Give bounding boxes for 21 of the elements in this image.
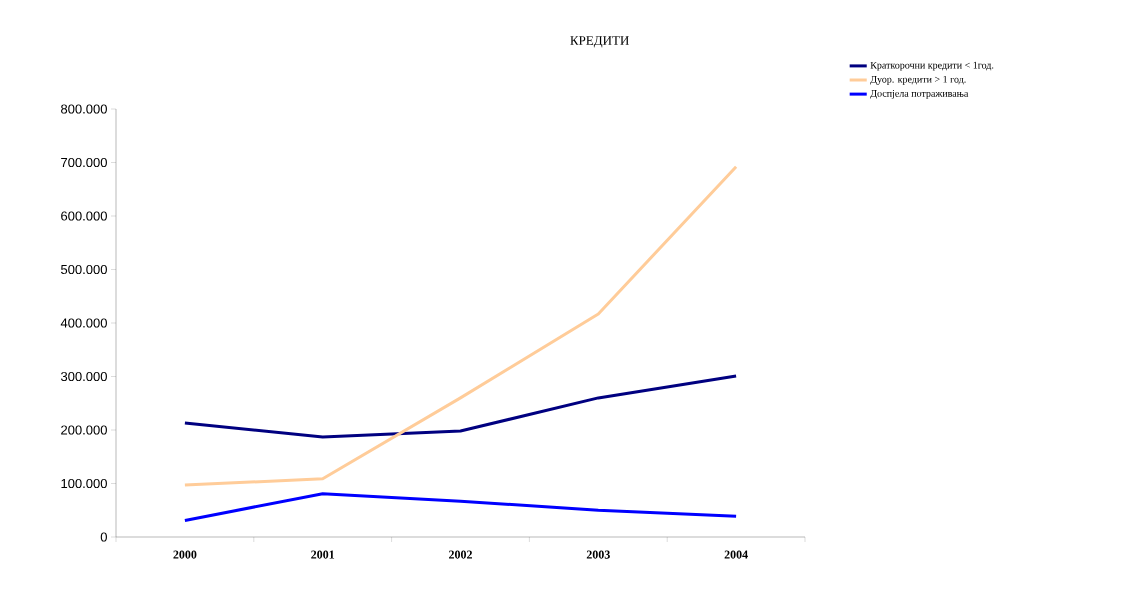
y-tick-label: 100.000 [61, 478, 107, 489]
legend-label: Дуор. кредити > 1 год. [870, 75, 966, 85]
line-series [183, 374, 738, 439]
y-tick-label: 400.000 [60, 318, 107, 328]
y-tick-label: 700.000 [61, 157, 107, 168]
y-tick-label: 200.000 [61, 425, 107, 435]
legend-label: Доспјела потраживања [870, 90, 969, 99]
x-tick-label: 2003 [586, 550, 610, 559]
x-tick-label: 2004 [724, 550, 748, 559]
chart-title: КРЕДИТИ [570, 36, 629, 48]
line-series [183, 492, 738, 522]
x-tick-label: 2002 [449, 550, 472, 559]
legend-label: Краткорочни кредити < 1год. [870, 61, 994, 71]
y-tick-label: 800.000 [61, 104, 107, 114]
line-series [183, 165, 738, 487]
y-tick-label: 600.000 [61, 211, 107, 221]
y-tick-label: 300.000 [60, 371, 107, 382]
y-tick-label: 500.000 [60, 264, 107, 275]
x-tick-label: 2001 [311, 550, 335, 559]
y-tick-label: 0 [100, 532, 107, 542]
x-tick-label: 2000 [173, 550, 197, 559]
